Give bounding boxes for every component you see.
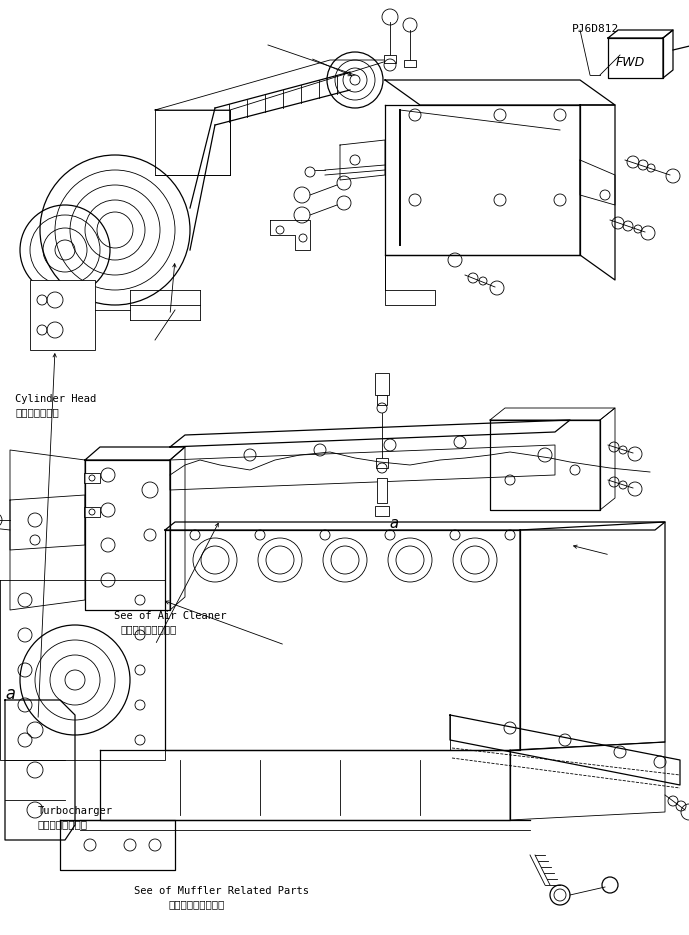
Polygon shape bbox=[385, 255, 435, 305]
Polygon shape bbox=[510, 742, 665, 820]
Polygon shape bbox=[5, 700, 75, 840]
Text: Turbocharger: Turbocharger bbox=[38, 806, 113, 816]
Text: マフラ関連部品参照: マフラ関連部品参照 bbox=[169, 899, 225, 910]
Polygon shape bbox=[450, 715, 680, 785]
Polygon shape bbox=[520, 522, 665, 750]
Polygon shape bbox=[170, 445, 555, 490]
Polygon shape bbox=[340, 140, 385, 180]
Text: FWD: FWD bbox=[616, 56, 646, 69]
Polygon shape bbox=[10, 495, 85, 550]
Bar bbox=[377, 478, 387, 503]
Text: Cylinder Head: Cylinder Head bbox=[15, 394, 96, 404]
Polygon shape bbox=[85, 447, 185, 460]
Polygon shape bbox=[155, 60, 390, 110]
Bar bbox=[376, 458, 388, 468]
Polygon shape bbox=[608, 38, 663, 78]
Bar bbox=[30, 280, 95, 350]
Bar bbox=[377, 395, 387, 405]
Polygon shape bbox=[165, 530, 520, 750]
Polygon shape bbox=[100, 750, 510, 820]
Polygon shape bbox=[608, 30, 673, 38]
Text: PJ6D812: PJ6D812 bbox=[572, 24, 619, 35]
Text: a: a bbox=[6, 685, 16, 703]
Bar bbox=[84, 507, 100, 517]
Text: ターボチャージャ: ターボチャージャ bbox=[38, 819, 88, 829]
Text: See of Muffler Related Parts: See of Muffler Related Parts bbox=[134, 886, 309, 897]
Polygon shape bbox=[580, 105, 615, 280]
Text: a: a bbox=[389, 516, 398, 531]
Polygon shape bbox=[490, 408, 615, 420]
Polygon shape bbox=[270, 220, 310, 250]
Bar bbox=[84, 473, 100, 483]
Polygon shape bbox=[600, 408, 615, 510]
Polygon shape bbox=[85, 460, 170, 610]
Polygon shape bbox=[170, 447, 185, 610]
Bar bbox=[375, 373, 389, 395]
Polygon shape bbox=[580, 160, 615, 205]
Bar bbox=[375, 506, 389, 516]
Text: See of Air Cleaner: See of Air Cleaner bbox=[114, 611, 226, 622]
Polygon shape bbox=[0, 580, 165, 760]
Text: シリンダヘッド: シリンダヘッド bbox=[15, 407, 59, 417]
Text: エアークリーナ参照: エアークリーナ参照 bbox=[121, 625, 177, 635]
Polygon shape bbox=[385, 105, 580, 255]
Polygon shape bbox=[165, 522, 665, 530]
Polygon shape bbox=[385, 80, 615, 105]
Polygon shape bbox=[490, 420, 600, 510]
Polygon shape bbox=[155, 110, 230, 175]
Bar bbox=[384, 55, 396, 63]
Bar bbox=[404, 60, 416, 67]
Polygon shape bbox=[60, 820, 175, 870]
Polygon shape bbox=[10, 450, 85, 610]
Polygon shape bbox=[663, 30, 673, 78]
Polygon shape bbox=[170, 420, 570, 447]
